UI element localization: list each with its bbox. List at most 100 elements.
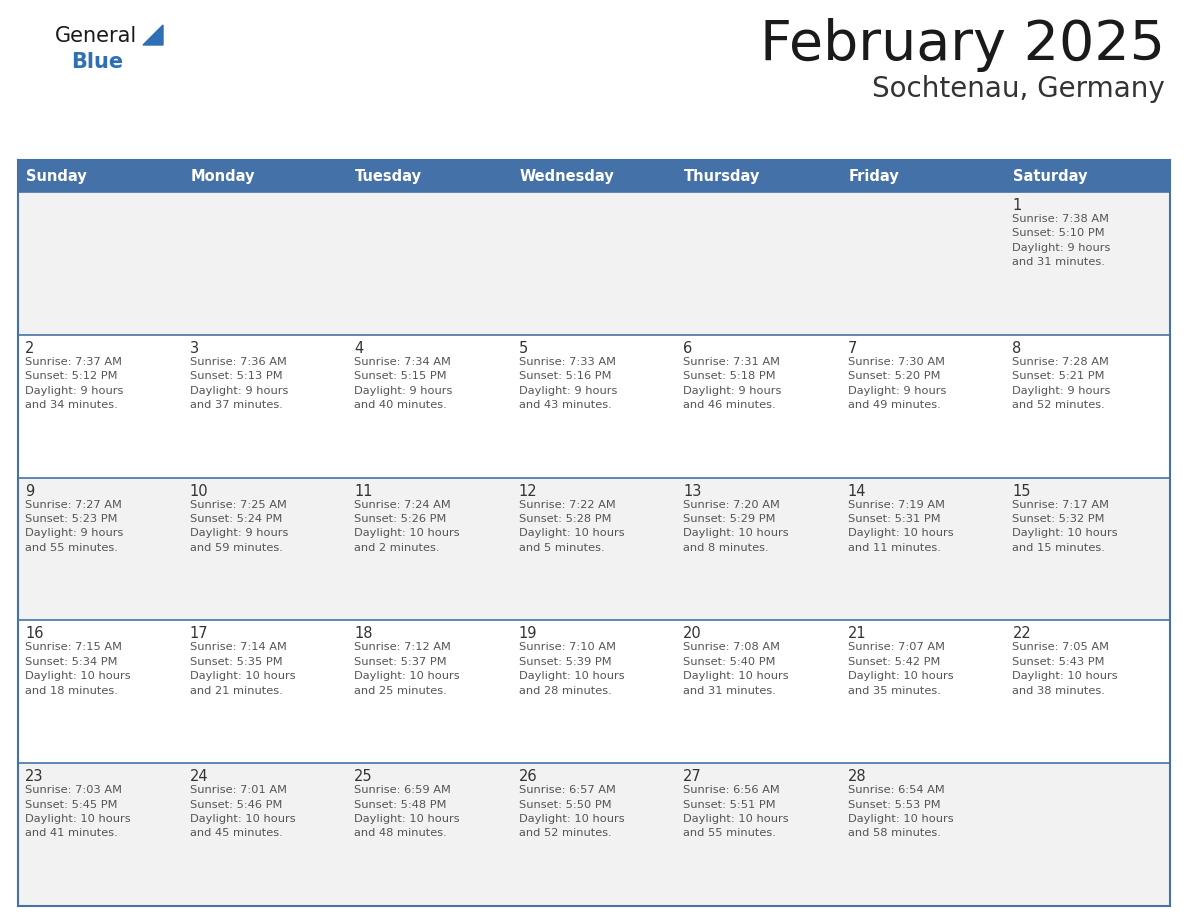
- Text: Sunrise: 7:25 AM
Sunset: 5:24 PM
Daylight: 9 hours
and 59 minutes.: Sunrise: 7:25 AM Sunset: 5:24 PM Dayligh…: [190, 499, 287, 553]
- Bar: [347, 477, 512, 621]
- Text: Sunrise: 6:59 AM
Sunset: 5:48 PM
Daylight: 10 hours
and 48 minutes.: Sunrise: 6:59 AM Sunset: 5:48 PM Dayligh…: [354, 785, 460, 838]
- Bar: [183, 621, 347, 763]
- Text: 21: 21: [848, 626, 866, 642]
- Text: 15: 15: [1012, 484, 1031, 498]
- Bar: [347, 160, 512, 192]
- Text: Wednesday: Wednesday: [519, 169, 614, 184]
- Text: 14: 14: [848, 484, 866, 498]
- Text: 3: 3: [190, 341, 198, 356]
- Bar: [347, 763, 512, 906]
- Bar: [183, 477, 347, 621]
- Bar: [676, 160, 841, 192]
- Text: Sunrise: 7:19 AM
Sunset: 5:31 PM
Daylight: 10 hours
and 11 minutes.: Sunrise: 7:19 AM Sunset: 5:31 PM Dayligh…: [848, 499, 954, 553]
- Text: Sunrise: 7:22 AM
Sunset: 5:28 PM
Daylight: 10 hours
and 5 minutes.: Sunrise: 7:22 AM Sunset: 5:28 PM Dayligh…: [519, 499, 625, 553]
- Text: 8: 8: [1012, 341, 1022, 356]
- Text: February 2025: February 2025: [760, 18, 1165, 72]
- Text: 11: 11: [354, 484, 373, 498]
- Text: Sunrise: 7:17 AM
Sunset: 5:32 PM
Daylight: 10 hours
and 15 minutes.: Sunrise: 7:17 AM Sunset: 5:32 PM Dayligh…: [1012, 499, 1118, 553]
- Bar: [1005, 621, 1170, 763]
- Bar: [18, 477, 183, 621]
- Text: 16: 16: [25, 626, 44, 642]
- Bar: [841, 192, 1005, 335]
- Text: Monday: Monday: [190, 169, 255, 184]
- Bar: [841, 477, 1005, 621]
- Bar: [841, 621, 1005, 763]
- Text: 25: 25: [354, 769, 373, 784]
- Text: 17: 17: [190, 626, 208, 642]
- Text: 22: 22: [1012, 626, 1031, 642]
- Text: Friday: Friday: [849, 169, 899, 184]
- Text: 18: 18: [354, 626, 373, 642]
- Text: 1: 1: [1012, 198, 1022, 213]
- Text: 24: 24: [190, 769, 208, 784]
- Bar: [841, 160, 1005, 192]
- Text: 20: 20: [683, 626, 702, 642]
- Bar: [1005, 477, 1170, 621]
- Text: 19: 19: [519, 626, 537, 642]
- Text: Sunrise: 7:08 AM
Sunset: 5:40 PM
Daylight: 10 hours
and 31 minutes.: Sunrise: 7:08 AM Sunset: 5:40 PM Dayligh…: [683, 643, 789, 696]
- Text: 27: 27: [683, 769, 702, 784]
- Bar: [676, 477, 841, 621]
- Bar: [676, 763, 841, 906]
- Text: Sunrise: 7:24 AM
Sunset: 5:26 PM
Daylight: 10 hours
and 2 minutes.: Sunrise: 7:24 AM Sunset: 5:26 PM Dayligh…: [354, 499, 460, 553]
- Text: Sunrise: 7:38 AM
Sunset: 5:10 PM
Daylight: 9 hours
and 31 minutes.: Sunrise: 7:38 AM Sunset: 5:10 PM Dayligh…: [1012, 214, 1111, 267]
- Bar: [512, 763, 676, 906]
- Bar: [18, 192, 183, 335]
- Text: 9: 9: [25, 484, 34, 498]
- Text: General: General: [55, 26, 138, 46]
- Bar: [841, 763, 1005, 906]
- Bar: [1005, 763, 1170, 906]
- Bar: [512, 160, 676, 192]
- Text: 6: 6: [683, 341, 693, 356]
- Text: 7: 7: [848, 341, 858, 356]
- Text: Sunrise: 7:07 AM
Sunset: 5:42 PM
Daylight: 10 hours
and 35 minutes.: Sunrise: 7:07 AM Sunset: 5:42 PM Dayligh…: [848, 643, 954, 696]
- Bar: [512, 477, 676, 621]
- Text: 23: 23: [25, 769, 44, 784]
- Text: Sunrise: 7:01 AM
Sunset: 5:46 PM
Daylight: 10 hours
and 45 minutes.: Sunrise: 7:01 AM Sunset: 5:46 PM Dayligh…: [190, 785, 295, 838]
- Text: Sunrise: 6:56 AM
Sunset: 5:51 PM
Daylight: 10 hours
and 55 minutes.: Sunrise: 6:56 AM Sunset: 5:51 PM Dayligh…: [683, 785, 789, 838]
- Bar: [18, 621, 183, 763]
- Bar: [841, 335, 1005, 477]
- Text: Sunrise: 7:36 AM
Sunset: 5:13 PM
Daylight: 9 hours
and 37 minutes.: Sunrise: 7:36 AM Sunset: 5:13 PM Dayligh…: [190, 357, 287, 410]
- Bar: [18, 335, 183, 477]
- Bar: [183, 160, 347, 192]
- Bar: [347, 192, 512, 335]
- Text: 12: 12: [519, 484, 537, 498]
- Text: Sunrise: 7:03 AM
Sunset: 5:45 PM
Daylight: 10 hours
and 41 minutes.: Sunrise: 7:03 AM Sunset: 5:45 PM Dayligh…: [25, 785, 131, 838]
- Text: 2: 2: [25, 341, 34, 356]
- Bar: [512, 335, 676, 477]
- Text: Sunrise: 7:27 AM
Sunset: 5:23 PM
Daylight: 9 hours
and 55 minutes.: Sunrise: 7:27 AM Sunset: 5:23 PM Dayligh…: [25, 499, 124, 553]
- Bar: [676, 335, 841, 477]
- Text: 4: 4: [354, 341, 364, 356]
- Bar: [183, 335, 347, 477]
- Text: Sunrise: 6:57 AM
Sunset: 5:50 PM
Daylight: 10 hours
and 52 minutes.: Sunrise: 6:57 AM Sunset: 5:50 PM Dayligh…: [519, 785, 625, 838]
- Text: Thursday: Thursday: [684, 169, 760, 184]
- Text: 5: 5: [519, 341, 527, 356]
- Text: Sunrise: 7:14 AM
Sunset: 5:35 PM
Daylight: 10 hours
and 21 minutes.: Sunrise: 7:14 AM Sunset: 5:35 PM Dayligh…: [190, 643, 295, 696]
- Text: Sunrise: 7:20 AM
Sunset: 5:29 PM
Daylight: 10 hours
and 8 minutes.: Sunrise: 7:20 AM Sunset: 5:29 PM Dayligh…: [683, 499, 789, 553]
- Bar: [676, 192, 841, 335]
- Text: 28: 28: [848, 769, 866, 784]
- Bar: [347, 335, 512, 477]
- Bar: [1005, 160, 1170, 192]
- Text: Sunrise: 7:30 AM
Sunset: 5:20 PM
Daylight: 9 hours
and 49 minutes.: Sunrise: 7:30 AM Sunset: 5:20 PM Dayligh…: [848, 357, 946, 410]
- Text: Sunrise: 7:31 AM
Sunset: 5:18 PM
Daylight: 9 hours
and 46 minutes.: Sunrise: 7:31 AM Sunset: 5:18 PM Dayligh…: [683, 357, 782, 410]
- Bar: [512, 192, 676, 335]
- Text: Tuesday: Tuesday: [355, 169, 422, 184]
- Polygon shape: [143, 25, 163, 45]
- Text: 13: 13: [683, 484, 702, 498]
- Text: Sunrise: 7:28 AM
Sunset: 5:21 PM
Daylight: 9 hours
and 52 minutes.: Sunrise: 7:28 AM Sunset: 5:21 PM Dayligh…: [1012, 357, 1111, 410]
- Bar: [18, 160, 183, 192]
- Bar: [183, 192, 347, 335]
- Text: Sunrise: 6:54 AM
Sunset: 5:53 PM
Daylight: 10 hours
and 58 minutes.: Sunrise: 6:54 AM Sunset: 5:53 PM Dayligh…: [848, 785, 954, 838]
- Text: Sunrise: 7:37 AM
Sunset: 5:12 PM
Daylight: 9 hours
and 34 minutes.: Sunrise: 7:37 AM Sunset: 5:12 PM Dayligh…: [25, 357, 124, 410]
- Text: Sunrise: 7:33 AM
Sunset: 5:16 PM
Daylight: 9 hours
and 43 minutes.: Sunrise: 7:33 AM Sunset: 5:16 PM Dayligh…: [519, 357, 617, 410]
- Text: Sunrise: 7:34 AM
Sunset: 5:15 PM
Daylight: 9 hours
and 40 minutes.: Sunrise: 7:34 AM Sunset: 5:15 PM Dayligh…: [354, 357, 453, 410]
- Bar: [18, 763, 183, 906]
- Bar: [1005, 335, 1170, 477]
- Bar: [347, 621, 512, 763]
- Bar: [512, 621, 676, 763]
- Bar: [183, 763, 347, 906]
- Text: Sunrise: 7:05 AM
Sunset: 5:43 PM
Daylight: 10 hours
and 38 minutes.: Sunrise: 7:05 AM Sunset: 5:43 PM Dayligh…: [1012, 643, 1118, 696]
- Text: Sochtenau, Germany: Sochtenau, Germany: [872, 75, 1165, 103]
